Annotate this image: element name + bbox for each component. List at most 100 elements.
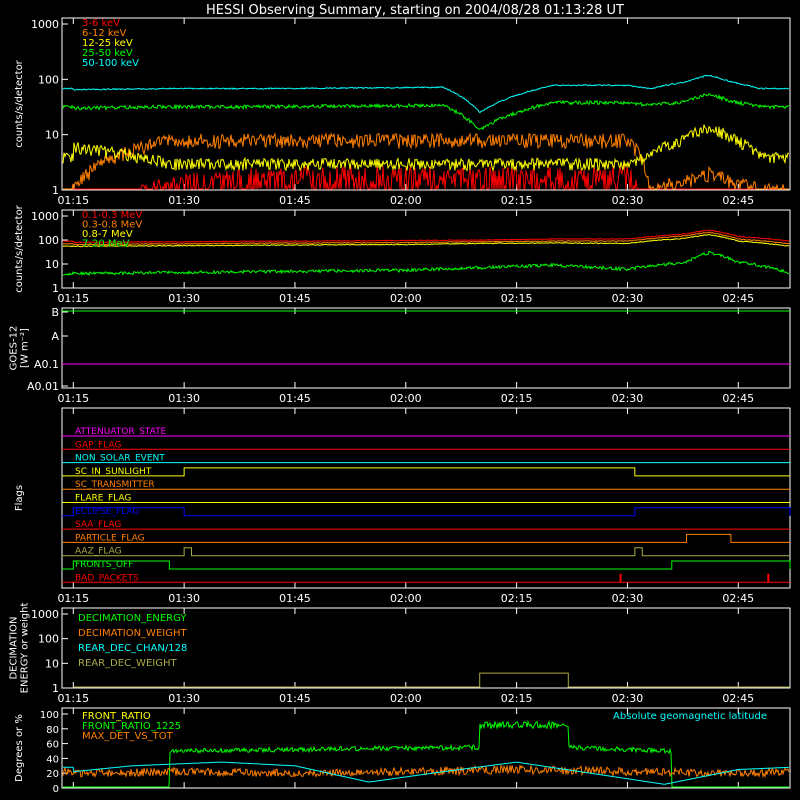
- series-rear-dec-weight: [73, 672, 790, 688]
- series-12-25-kev: [62, 124, 790, 172]
- panel-2-frame: [61, 209, 791, 289]
- panel-1-legend-label: 6-12 keV: [82, 28, 126, 39]
- panel-3-x-tick-label: 02:15: [501, 392, 533, 405]
- series-6-12-kev: [63, 132, 789, 191]
- panel-2-y-tick-label: 1: [52, 282, 59, 295]
- panel-2-legend-label: 0.1-0.3 MeV: [82, 210, 142, 221]
- series-25-50-kev: [62, 93, 789, 131]
- panel-5-y-tick-label: 1000: [31, 608, 59, 621]
- panel-1-legend-label: 50-100 keV: [82, 58, 139, 69]
- flag-label: SAA_FLAG: [75, 520, 121, 530]
- series-0-8-7-mev: [62, 233, 790, 248]
- panel-4-ylabel: Flags: [14, 485, 25, 511]
- flag-line: [62, 547, 790, 557]
- panel-3-y-tick-label: A0.1: [34, 358, 59, 371]
- flag-label: FLARE_FLAG: [75, 494, 131, 504]
- panel-6-legend-label: FRONT_RATIO_1225: [82, 721, 181, 732]
- panel-3-x-tick-label: 02:30: [612, 392, 644, 405]
- panel-6-legend-label: FRONT_RATIO: [82, 711, 151, 722]
- flag-line: [62, 467, 790, 477]
- panel-2-ylabel-group: counts/s/detector: [14, 204, 25, 292]
- panel-3-frame: [61, 307, 791, 389]
- series-0-3-0-8-mev: [62, 231, 790, 246]
- flag-label: SC_IN_SUNLIGHT: [75, 467, 152, 477]
- panel-1-x-tick-label: 02:15: [501, 194, 533, 207]
- panel-4-frame: [61, 407, 791, 589]
- panel-4-x-tick-label: 02:30: [612, 592, 644, 605]
- panel-6-y-tick-label: 20: [46, 769, 59, 780]
- panel-5-frame: [61, 607, 791, 689]
- panel-1-y-tick-label: 100: [38, 73, 59, 86]
- series-absolute-geomagnetic-latitude: [63, 761, 790, 785]
- flag-line: [62, 533, 790, 543]
- panel-3-ylabel-group: GOES-12 [W m⁻²]: [9, 326, 31, 371]
- panel-4-x-tick-label: 02:45: [722, 592, 754, 605]
- panel-5-legend-label: REAR_DEC_CHAN/128: [78, 643, 187, 654]
- series-0-1-0-3-mev: [62, 229, 790, 244]
- flag-line: [62, 507, 791, 517]
- panel-1-x-tick-label: 01:15: [57, 194, 89, 207]
- panel-2-legend-label: 0.3-0.8 MeV: [82, 220, 142, 231]
- panel-1-legend-label: 12-25 keV: [82, 38, 133, 49]
- flag-label: FRONTS_OFF: [75, 560, 133, 570]
- panel-6-y-tick-label: 40: [46, 754, 59, 765]
- panel-1-x-tick-label: 02:30: [612, 194, 644, 207]
- panel-2-y-tick-label: 10: [45, 258, 59, 271]
- panel-1-ylabel-group: counts/s/detector: [14, 59, 25, 147]
- panel-1-x-tick-label: 01:30: [168, 194, 200, 207]
- panel-1-frame: [61, 17, 791, 191]
- panel-5-ylabel-group: DECIMATION ENERGY or weight: [9, 603, 31, 694]
- panel-4-x-tick-label: 02:00: [390, 592, 422, 605]
- panel-3-ylabel: GOES-12: [9, 326, 20, 371]
- flag-line: [62, 560, 791, 570]
- panel-5-x-tick-label: 02:15: [501, 692, 533, 705]
- panel-5-x-tick-label: 01:30: [168, 692, 200, 705]
- panel-1-ylabel: counts/s/detector: [14, 59, 25, 147]
- series-50-100-kev: [62, 74, 790, 114]
- flag-label: ATTENUATOR_STATE: [75, 427, 167, 437]
- panel-1-y-tick-label: 1: [52, 184, 59, 197]
- panel-2-legend-label: 7-20 MeV: [82, 239, 130, 250]
- panel-3-x-tick-label: 01:15: [57, 392, 89, 405]
- panel-2-x-tick-label: 02:45: [722, 292, 754, 305]
- panel-5-x-tick-label: 01:45: [279, 692, 311, 705]
- flag-label: GAP_FLAG: [75, 440, 121, 450]
- flag-label: NON_SOLAR_EVENT: [75, 454, 165, 464]
- panel-2-ylabel: counts/s/detector: [14, 204, 25, 292]
- panel-5-y-tick-label: 10: [45, 657, 59, 670]
- panel-1-x-tick-label: 02:45: [722, 194, 754, 207]
- panel-2-x-tick-label: 02:15: [501, 292, 533, 305]
- panel-1-y-tick-label: 10: [45, 129, 59, 142]
- panel-5-y-tick-label: 1: [52, 682, 59, 695]
- panel-3-x-tick-label: 01:45: [279, 392, 311, 405]
- series-3-6-kev: [63, 163, 789, 191]
- flag-label: PARTICLE_FLAG: [75, 533, 145, 543]
- panel-3-y-tick-label: B: [51, 306, 59, 319]
- panel-6-annotation: Absolute geomagnetic latitude: [613, 711, 767, 722]
- panel-6-y-tick-label: 80: [46, 725, 59, 736]
- flag-label: BAD_PACKETS: [75, 573, 139, 583]
- flag-label: AAZ_FLAG: [75, 547, 122, 557]
- panel-4-x-tick-label: 01:45: [279, 592, 311, 605]
- chart-title: HESSI Observing Summary, starting on 200…: [206, 3, 624, 18]
- panel-6-frame: [61, 707, 791, 789]
- panel-5-legend-label: DECIMATION_WEIGHT: [78, 628, 187, 639]
- panel-5-legend-label: REAR_DEC_WEIGHT: [78, 658, 177, 669]
- panel-2-x-tick-label: 02:00: [390, 292, 422, 305]
- panel-5-x-tick-label: 02:00: [390, 692, 422, 705]
- panel-3-y-tick-label: A: [51, 330, 59, 343]
- panel-6-ylabel-group: Degrees or %: [14, 714, 25, 782]
- panel-5-legend-label: DECIMATION_ENERGY: [78, 613, 187, 624]
- panel-2-legend-label: 0.8-7 MeV: [82, 229, 133, 240]
- panel-6-legend-label: MAX_DET_VS_TOT: [82, 731, 174, 742]
- panel-3-x-tick-label: 02:45: [722, 392, 754, 405]
- panel-3-ylabel: [W m⁻²]: [20, 328, 31, 368]
- panel-4-x-tick-label: 01:15: [57, 592, 89, 605]
- series-front-ratio-1225: [63, 719, 789, 788]
- panel-1-y-tick-label: 1000: [31, 18, 59, 31]
- panel-6-ylabel: Degrees or %: [14, 714, 25, 782]
- panel-3-x-tick-label: 02:00: [390, 392, 422, 405]
- panel-5-y-tick-label: 100: [38, 633, 59, 646]
- panel-2-x-tick-label: 01:30: [168, 292, 200, 305]
